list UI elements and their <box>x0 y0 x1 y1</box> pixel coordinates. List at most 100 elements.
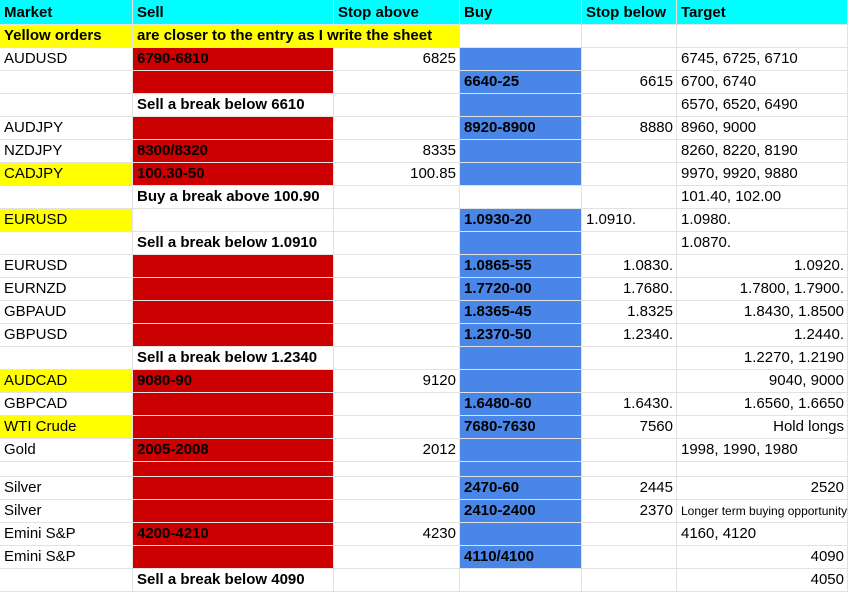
cell <box>460 500 582 523</box>
target-text: 6745, 6725, 6710 <box>681 50 798 67</box>
cell <box>0 416 133 439</box>
cell <box>0 462 133 477</box>
market-text: AUDUSD <box>4 50 68 67</box>
cell <box>133 523 334 546</box>
sell-text: Sell a break below 1.0910 <box>137 234 318 251</box>
cell <box>460 278 582 301</box>
stop-below-text: 1.8325 <box>627 303 673 320</box>
target-text: 1.8430, 1.8500 <box>743 303 844 320</box>
cell <box>582 255 677 278</box>
market-text: AUDJPY <box>4 119 64 136</box>
sell-text: Sell a break below 6610 <box>137 96 305 113</box>
target-text: 9970, 9920, 9880 <box>681 165 798 182</box>
cell <box>677 117 848 140</box>
cell <box>0 569 133 592</box>
sell-text: are closer to the entry as I write the s… <box>137 27 433 44</box>
stop-below-text: 1.0830. <box>622 257 673 274</box>
buy-text: 1.2370-50 <box>464 326 532 343</box>
cell <box>133 546 334 569</box>
cell <box>133 370 334 393</box>
cell <box>133 255 334 278</box>
target-text: Longer term buying opportunity <box>681 504 848 518</box>
cell <box>0 71 133 94</box>
cell <box>460 416 582 439</box>
cell <box>677 370 848 393</box>
buy-text: 4110/4100 <box>464 548 535 565</box>
target-text: 6700, 6740 <box>681 73 757 90</box>
cell <box>0 301 133 324</box>
stop-above-text: 4230 <box>422 525 456 542</box>
cell <box>677 255 848 278</box>
cell <box>0 439 133 462</box>
cell <box>334 255 460 278</box>
cell <box>133 48 334 71</box>
cell <box>677 393 848 416</box>
stop-below-text: 1.2340. <box>622 326 673 343</box>
cell <box>0 94 133 117</box>
cell <box>582 94 677 117</box>
cell <box>460 301 582 324</box>
cell <box>334 140 460 163</box>
cell <box>582 500 677 523</box>
cell <box>133 462 334 477</box>
cell <box>677 140 848 163</box>
target-text: 1.2270, 1.2190 <box>743 349 844 366</box>
cell <box>460 569 582 592</box>
cell <box>582 439 677 462</box>
cell <box>0 25 133 48</box>
target-text: 4090 <box>810 548 844 565</box>
cell <box>0 232 133 255</box>
cell <box>133 186 334 209</box>
cell <box>334 569 460 592</box>
buy-text: 7680-7630 <box>464 418 536 435</box>
cell <box>133 140 334 163</box>
stop-above-text: 100.85 <box>410 165 456 182</box>
cell <box>334 347 460 370</box>
cell <box>334 25 460 48</box>
cell <box>334 232 460 255</box>
cell <box>334 186 460 209</box>
market-text: NZDJPY <box>4 142 63 159</box>
cell <box>133 232 334 255</box>
buy-text: 1.0865-55 <box>464 257 532 274</box>
buy-text: 8920-8900 <box>464 119 536 136</box>
cell <box>334 439 460 462</box>
cell <box>460 163 582 186</box>
cell <box>334 48 460 71</box>
cell <box>133 324 334 347</box>
cell <box>0 117 133 140</box>
market-text: Yellow orders <box>4 27 102 44</box>
target-text: 1.2440. <box>793 326 844 343</box>
stop-below-text: 2370 <box>639 502 673 519</box>
cell <box>460 546 582 569</box>
cell <box>460 25 582 48</box>
cell <box>0 393 133 416</box>
cell <box>582 523 677 546</box>
cell <box>677 439 848 462</box>
cell <box>582 48 677 71</box>
cell <box>677 163 848 186</box>
cell <box>582 117 677 140</box>
cell <box>582 416 677 439</box>
market-text: CADJPY <box>4 165 64 182</box>
cell <box>677 48 848 71</box>
stop-below-text: 1.6430. <box>622 395 673 412</box>
market-text: Silver <box>4 479 42 496</box>
target-text: 1.0920. <box>793 257 844 274</box>
cell <box>460 94 582 117</box>
cell <box>0 546 133 569</box>
cell <box>334 477 460 500</box>
cell <box>334 71 460 94</box>
target-text: 1.6560, 1.6650 <box>743 395 844 412</box>
sell-text: 100.30-50 <box>137 165 205 182</box>
cell <box>0 370 133 393</box>
cell <box>460 477 582 500</box>
cell <box>460 462 582 477</box>
sell-text: 8300/8320 <box>137 142 208 159</box>
target-text: 1.0870. <box>681 234 732 251</box>
cell <box>0 209 133 232</box>
cell <box>582 163 677 186</box>
cell <box>677 301 848 324</box>
cell <box>334 370 460 393</box>
cell <box>677 25 848 48</box>
